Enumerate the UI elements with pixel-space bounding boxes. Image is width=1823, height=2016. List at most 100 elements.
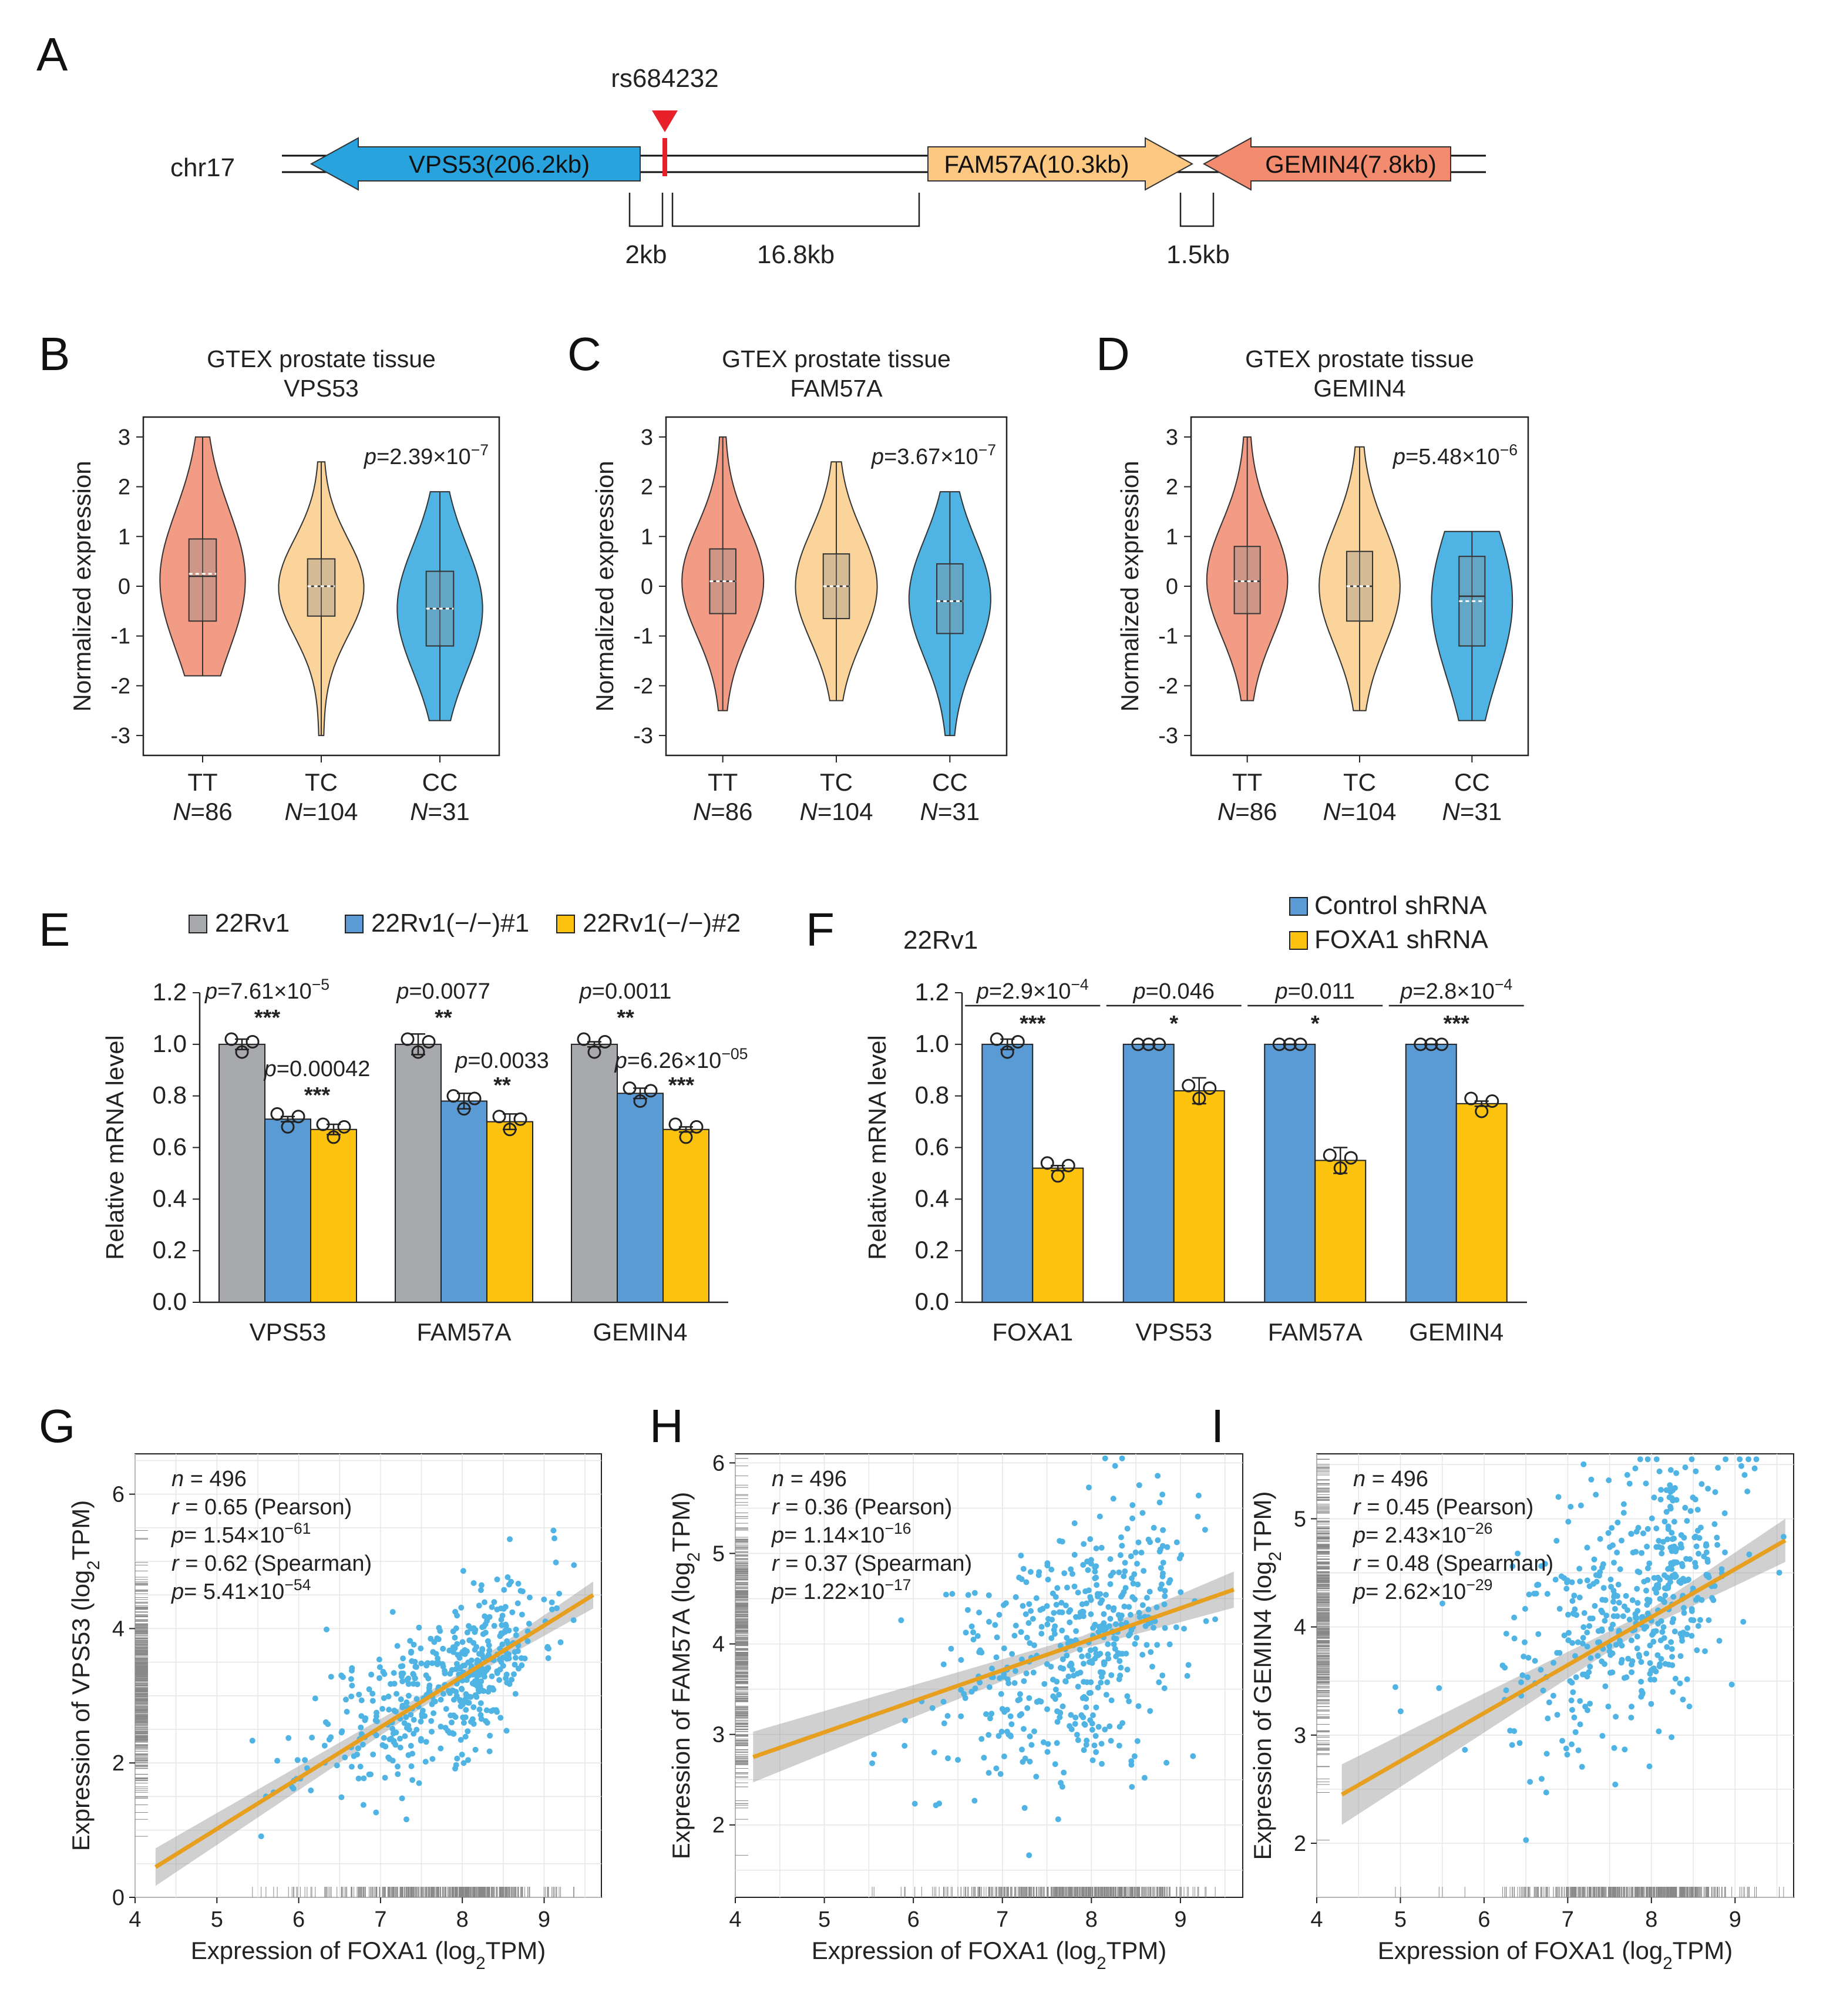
data-point [961, 1691, 967, 1697]
data-point [1711, 1521, 1718, 1527]
x-tick-label: TT [187, 768, 217, 796]
data-point [1083, 1704, 1089, 1711]
data-point [1615, 1519, 1621, 1526]
data-point [1024, 1705, 1031, 1711]
replicate-point [1142, 1037, 1156, 1051]
data-point [1031, 1642, 1037, 1648]
data-point [1107, 1615, 1114, 1622]
replicate-point [446, 1089, 460, 1103]
data-point [871, 1751, 877, 1758]
p-value-annotation: p=3.67×10−7 [871, 441, 996, 469]
data-point [1026, 1852, 1032, 1859]
data-point [1690, 1494, 1696, 1501]
data-point [462, 1733, 469, 1740]
data-point [1130, 1580, 1136, 1587]
category-label: VPS53 [250, 1318, 327, 1346]
y-tick-label: -1 [633, 624, 653, 649]
data-point [399, 1795, 405, 1802]
box-tt [1233, 546, 1261, 614]
data-point [1644, 1565, 1651, 1571]
data-point [1087, 1717, 1094, 1723]
data-point [1554, 1649, 1560, 1656]
data-point [1119, 1455, 1125, 1461]
data-point [408, 1743, 414, 1749]
data-point [1632, 1465, 1639, 1471]
data-point [517, 1588, 524, 1594]
data-point [1075, 1737, 1081, 1743]
data-point [506, 1581, 512, 1588]
data-point [389, 1758, 396, 1764]
data-point [1681, 1610, 1687, 1616]
data-point [519, 1611, 525, 1618]
data-point [302, 1757, 308, 1763]
data-point [1580, 1624, 1587, 1630]
data-point [1580, 1635, 1586, 1641]
data-point [386, 1706, 392, 1713]
data-point [355, 1745, 361, 1752]
replicate-point [587, 1045, 601, 1059]
data-point [1013, 1668, 1018, 1674]
data-point [1633, 1615, 1640, 1621]
bar-vps53-s2 [1173, 1090, 1225, 1303]
data-point [429, 1729, 435, 1735]
data-point [1550, 1659, 1557, 1666]
data-point [1647, 1660, 1653, 1666]
data-point [1081, 1747, 1087, 1753]
data-point [1118, 1665, 1124, 1671]
data-point [976, 1610, 983, 1616]
y-axis-label: Expression of VPS53 (log2TPM) [67, 1500, 103, 1852]
bar-vps53-s1 [218, 1043, 265, 1303]
data-point [1654, 1652, 1661, 1658]
data-point [1509, 1742, 1515, 1748]
data-point [395, 1763, 401, 1770]
data-point [1636, 1652, 1642, 1658]
data-point [450, 1696, 457, 1703]
y-tick-label: 6 [712, 1451, 725, 1476]
data-point [385, 1754, 392, 1760]
data-point [1689, 1606, 1695, 1612]
data-point [1669, 1548, 1675, 1554]
data-point [482, 1599, 487, 1605]
data-point [1108, 1738, 1114, 1744]
data-point [1525, 1674, 1531, 1681]
category-label: FAM57A [416, 1318, 511, 1346]
data-point [500, 1605, 507, 1612]
data-point [986, 1592, 992, 1598]
data-point [1653, 1544, 1660, 1550]
data-point [1577, 1721, 1583, 1728]
data-point [403, 1714, 409, 1721]
data-point [1628, 1715, 1634, 1721]
data-point [1001, 1671, 1007, 1677]
data-point [550, 1527, 557, 1534]
data-point [1178, 1552, 1185, 1558]
data-point [1185, 1662, 1192, 1668]
data-point [1139, 1652, 1146, 1658]
y-tick-label: 1 [1166, 525, 1178, 549]
distance-label-3: 1.5kb [1166, 240, 1230, 269]
data-point [1650, 1628, 1657, 1635]
data-point [1160, 1560, 1166, 1566]
x-tick-label: 4 [129, 1907, 141, 1932]
data-point [1568, 1504, 1574, 1510]
data-point [455, 1652, 461, 1658]
data-point [1436, 1685, 1442, 1691]
data-point [499, 1622, 505, 1628]
data-point [403, 1816, 409, 1823]
data-point [376, 1664, 383, 1671]
data-point [480, 1631, 486, 1637]
data-point [1566, 1629, 1572, 1636]
data-point [434, 1635, 440, 1641]
data-point [1606, 1477, 1612, 1483]
data-point [437, 1628, 443, 1634]
x-tick-label: 4 [729, 1907, 741, 1932]
stat-line-5: p= 1.22×10−17 [771, 1576, 911, 1604]
data-point [391, 1708, 398, 1713]
data-point [1681, 1605, 1687, 1611]
data-point [1620, 1613, 1626, 1619]
data-point [1008, 1733, 1014, 1739]
data-point [1097, 1600, 1104, 1606]
data-point [1558, 1573, 1565, 1580]
data-point [1617, 1566, 1623, 1573]
data-point [497, 1715, 504, 1721]
y-tick-label: 0 [112, 1886, 125, 1910]
